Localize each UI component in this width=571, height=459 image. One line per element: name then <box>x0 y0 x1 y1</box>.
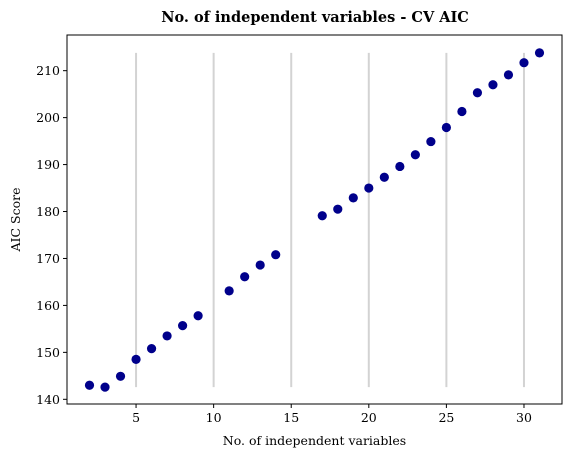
x-tick-label: 5 <box>132 410 140 425</box>
data-point <box>457 106 467 117</box>
data-point <box>193 311 203 321</box>
data-point <box>519 58 529 68</box>
data-point <box>162 331 172 341</box>
y-tick-label: 190 <box>36 157 60 172</box>
data-point <box>441 122 451 133</box>
data-point <box>255 260 265 270</box>
data-point <box>333 204 343 214</box>
x-tick-label: 20 <box>361 410 377 425</box>
data-point <box>178 320 188 331</box>
y-tick-label: 180 <box>36 204 60 219</box>
data-point <box>115 371 126 381</box>
x-tick-label: 25 <box>438 410 454 425</box>
data-point <box>240 272 250 282</box>
y-tick-label: 150 <box>36 345 60 360</box>
data-point <box>224 286 234 296</box>
y-axis-label: AIC Score <box>8 188 23 253</box>
data-point <box>271 250 281 260</box>
data-point <box>364 183 374 193</box>
data-point <box>472 88 483 98</box>
x-tick-label: 15 <box>283 410 299 425</box>
y-tick-label: 160 <box>36 298 60 313</box>
data-point <box>534 48 545 58</box>
y-tick-label: 170 <box>36 251 60 266</box>
x-tick-label: 30 <box>516 410 532 425</box>
data-point <box>317 211 327 221</box>
y-axis-ticks: 140 150 160 170 180 190 200 210 <box>36 63 67 407</box>
data-point <box>503 70 514 80</box>
data-points <box>84 48 545 392</box>
data-point <box>131 354 141 365</box>
x-axis-ticks: 5 10 15 20 25 30 <box>132 404 532 425</box>
y-tick-label: 200 <box>36 110 60 125</box>
x-axis-label: No. of independent variables <box>223 433 406 448</box>
data-point <box>100 382 110 392</box>
data-point <box>395 161 405 172</box>
chart-title: No. of independent variables - CV AIC <box>161 9 469 26</box>
reference-lines <box>135 52 525 388</box>
plot-frame <box>66 34 563 405</box>
y-tick-label: 140 <box>36 392 60 407</box>
data-point <box>146 344 157 354</box>
data-point <box>410 150 420 160</box>
data-point <box>84 380 95 390</box>
data-point <box>426 136 436 147</box>
x-tick-label: 10 <box>206 410 222 425</box>
data-point <box>348 193 358 203</box>
data-point <box>488 80 498 90</box>
data-point <box>379 172 389 182</box>
y-tick-label: 210 <box>36 63 60 78</box>
